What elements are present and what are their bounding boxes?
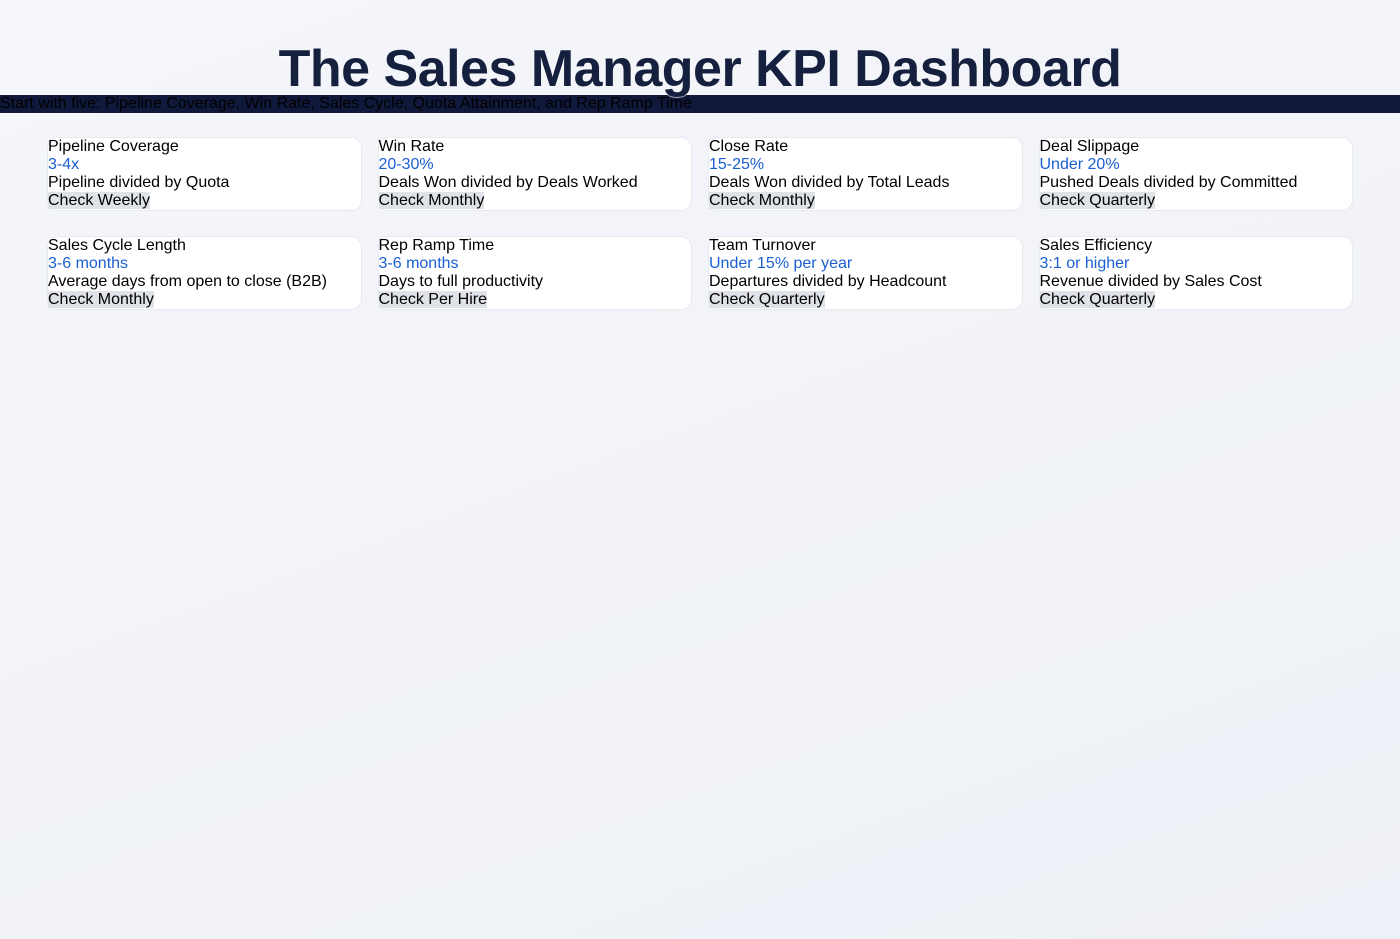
card-value: Under 20% — [1039, 156, 1120, 173]
card-badge-row: Check Monthly — [48, 291, 361, 309]
check-frequency-badge[interactable]: Check Weekly — [48, 192, 150, 209]
card-value: 15-25% — [709, 156, 765, 173]
check-frequency-badge[interactable]: Check Per Hire — [378, 291, 487, 308]
card-title: Pipeline Coverage — [48, 138, 179, 155]
card-badge-row: Check Quarterly — [1039, 291, 1353, 309]
kpi-card[interactable]: Sales Cycle Length 3-6 months Average days… — [47, 236, 362, 310]
card-description: Revenue divided by Sales Cost — [1039, 273, 1262, 290]
card-title: Close Rate — [709, 138, 789, 155]
card-description: Departures divided by Headcount — [709, 273, 947, 290]
card-title: Deal Slippage — [1039, 138, 1140, 155]
card-value: 3-6 months — [378, 255, 459, 272]
page-title: The Sales Manager KPI Dashboard — [278, 40, 1122, 98]
card-description: Days to full productivity — [378, 273, 544, 290]
card-title: Sales Efficiency — [1039, 237, 1153, 254]
card-badge-row: Check Weekly — [48, 192, 361, 210]
card-title: Win Rate — [378, 138, 445, 155]
card-title: Team Turnover — [709, 237, 816, 254]
card-badge-row: Check Quarterly — [709, 291, 1022, 309]
kpi-card[interactable]: Rep Ramp Time 3-6 months Days to full prod… — [377, 236, 692, 310]
footer-banner-text: Start with five: Pipeline Coverage, Win … — [0, 95, 692, 112]
check-frequency-badge[interactable]: Check Quarterly — [1039, 291, 1156, 308]
card-title: Rep Ramp Time — [378, 237, 495, 254]
check-frequency-badge[interactable]: Check Monthly — [709, 192, 815, 209]
card-value: 3:1 or higher — [1039, 255, 1130, 272]
kpi-card[interactable]: Team Turnover Under 15% per year Departure… — [708, 236, 1023, 310]
card-badge-row: Check Monthly — [709, 192, 1022, 210]
card-value: 3-6 months — [48, 255, 129, 272]
card-description: Pipeline divided by Quota — [48, 174, 230, 191]
kpi-card[interactable]: Win Rate 20-30% Deals Won divided by Deals… — [377, 137, 692, 211]
kpi-card[interactable]: Sales Efficiency 3:1 or higher Revenue div… — [1038, 236, 1353, 310]
kpi-card-grid: Pipeline Coverage 3-4x Pipeline divided by… — [47, 137, 1353, 310]
card-value: 20-30% — [378, 156, 434, 173]
card-value: Under 15% per year — [709, 255, 853, 272]
check-frequency-badge[interactable]: Check Monthly — [378, 192, 485, 209]
card-description: Pushed Deals divided by Committed — [1039, 174, 1298, 191]
card-badge-row: Check Per Hire — [378, 291, 692, 309]
card-description: Deals Won divided by Total Leads — [709, 174, 950, 191]
footer-banner: Start with five: Pipeline Coverage, Win … — [0, 95, 1400, 113]
card-value: 3-4x — [48, 156, 80, 173]
kpi-card[interactable]: Pipeline Coverage 3-4x Pipeline divided by… — [47, 137, 362, 211]
card-description: Deals Won divided by Deals Worked — [378, 174, 638, 191]
kpi-card[interactable]: Deal Slippage Under 20% Pushed Deals divid… — [1038, 137, 1353, 211]
check-frequency-badge[interactable]: Check Quarterly — [709, 291, 825, 308]
kpi-card[interactable]: Close Rate 15-25% Deals Won divided by Tot… — [708, 137, 1023, 211]
check-frequency-badge[interactable]: Check Monthly — [48, 291, 154, 308]
card-description: Average days from open to close (B2B) — [48, 273, 327, 290]
check-frequency-badge[interactable]: Check Quarterly — [1039, 192, 1156, 209]
card-title: Sales Cycle Length — [48, 237, 186, 254]
card-badge-row: Check Quarterly — [1039, 192, 1353, 210]
card-badge-row: Check Monthly — [378, 192, 692, 210]
